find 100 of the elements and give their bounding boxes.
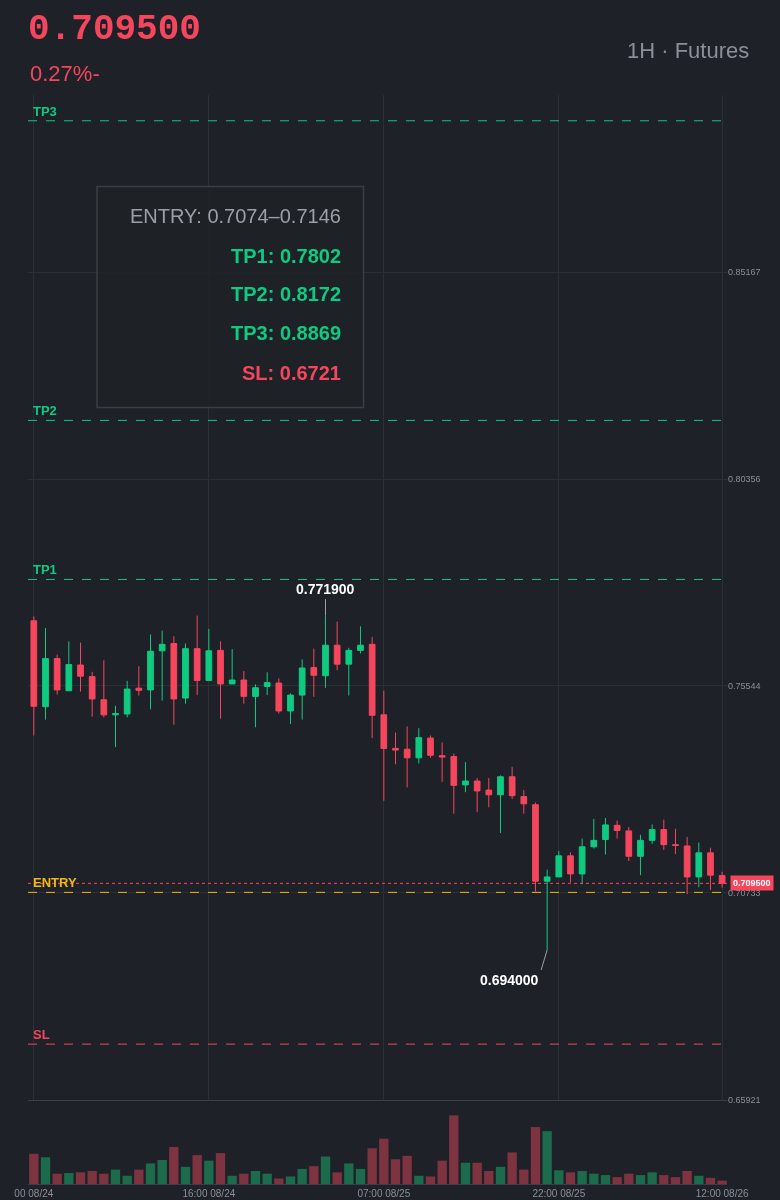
bar bbox=[157, 1159, 167, 1184]
candlestick bbox=[672, 828, 679, 855]
bar bbox=[647, 1172, 657, 1184]
candlestick bbox=[100, 659, 108, 718]
bar bbox=[379, 1138, 389, 1184]
candlestick bbox=[170, 635, 178, 726]
candlestick bbox=[660, 819, 668, 851]
candlestick bbox=[147, 633, 154, 710]
candlestick bbox=[205, 628, 213, 681]
annotation: TP3: 0.8869 bbox=[231, 322, 342, 344]
candlestick bbox=[217, 640, 224, 720]
annotation: ENTRY: 0.7074–0.7146 bbox=[130, 205, 341, 227]
bar bbox=[717, 1180, 727, 1184]
bar bbox=[565, 1172, 576, 1184]
candlestick bbox=[53, 654, 61, 696]
candlestick bbox=[287, 692, 294, 725]
candlestick bbox=[88, 671, 96, 718]
candlestick bbox=[123, 680, 131, 718]
ref-line-label: ENTRY bbox=[33, 875, 77, 890]
annotation: 0.694000 bbox=[480, 972, 539, 988]
chart-subtitle: 0.27%- bbox=[30, 61, 100, 86]
candlestick bbox=[228, 648, 236, 685]
bar bbox=[530, 1127, 541, 1184]
ref-line-label: TP3 bbox=[33, 104, 57, 119]
annotation: SL: 0.6721 bbox=[242, 362, 341, 384]
candlestick bbox=[77, 642, 84, 693]
bar bbox=[40, 1157, 51, 1184]
bar bbox=[484, 1170, 494, 1184]
bar bbox=[64, 1173, 74, 1184]
bar bbox=[659, 1175, 669, 1184]
candlestick bbox=[158, 630, 166, 702]
x-tick-label: 16:00 08/24 bbox=[182, 1188, 236, 1199]
candlestick bbox=[578, 838, 586, 885]
bar bbox=[367, 1148, 377, 1184]
candlestick bbox=[695, 842, 703, 888]
bar bbox=[542, 1131, 552, 1184]
bar bbox=[624, 1173, 634, 1184]
candlestick bbox=[613, 820, 621, 840]
bar bbox=[390, 1159, 401, 1184]
x-tick-label: 00 08/24 bbox=[14, 1188, 54, 1199]
candlestick bbox=[392, 731, 399, 765]
candlestick bbox=[543, 869, 551, 951]
candlestick bbox=[497, 774, 504, 834]
bar bbox=[215, 1153, 226, 1184]
bar bbox=[180, 1166, 191, 1184]
bar bbox=[449, 1115, 459, 1184]
candlestick bbox=[485, 777, 493, 808]
candlestick bbox=[275, 677, 283, 715]
annotation: TP1: 0.7802 bbox=[231, 245, 342, 267]
bar bbox=[309, 1166, 319, 1184]
candlestick bbox=[427, 734, 434, 759]
bar bbox=[670, 1177, 681, 1184]
ref-line-label: TP2 bbox=[33, 403, 57, 418]
y-tick-label: 0.80356 bbox=[728, 474, 761, 485]
candlestick bbox=[333, 621, 341, 671]
candlestick bbox=[310, 648, 318, 698]
x-tick-label: 12:00 08/26 bbox=[695, 1188, 749, 1199]
bar bbox=[29, 1153, 39, 1184]
bar bbox=[297, 1168, 307, 1184]
candlestick bbox=[520, 789, 528, 815]
bar bbox=[577, 1170, 587, 1184]
bar bbox=[99, 1173, 109, 1184]
candlestick bbox=[380, 690, 388, 802]
y-tick-label: 0.65921 bbox=[728, 1094, 761, 1105]
text: 1H · Futures bbox=[627, 38, 750, 63]
bar bbox=[414, 1175, 424, 1184]
bar bbox=[460, 1162, 471, 1184]
bar bbox=[87, 1170, 97, 1184]
bar bbox=[227, 1175, 237, 1184]
candlestick bbox=[345, 647, 353, 697]
candlestick bbox=[450, 753, 458, 815]
bar bbox=[75, 1172, 86, 1184]
candlestick bbox=[625, 826, 633, 862]
bar bbox=[554, 1170, 564, 1184]
bar bbox=[402, 1155, 412, 1184]
bar bbox=[122, 1175, 132, 1184]
candlestick bbox=[30, 615, 38, 736]
bar bbox=[600, 1175, 611, 1184]
bar bbox=[250, 1170, 261, 1184]
annotation: 0.771900 bbox=[296, 581, 355, 597]
chart-title: 0.709500 bbox=[28, 8, 201, 50]
bar bbox=[472, 1162, 482, 1184]
candlestick bbox=[193, 615, 201, 696]
bar bbox=[437, 1160, 447, 1184]
ref-line-label: TP1 bbox=[33, 562, 57, 577]
bar bbox=[204, 1160, 214, 1184]
bar bbox=[332, 1172, 342, 1184]
candlestick bbox=[182, 642, 189, 705]
candlestick bbox=[42, 627, 49, 721]
y-tick-label: 0.75544 bbox=[728, 681, 761, 692]
candlestick bbox=[252, 683, 259, 728]
ref-line-label: 0.709500 bbox=[733, 878, 771, 888]
candlestick bbox=[462, 761, 469, 793]
bar bbox=[425, 1176, 436, 1184]
bar bbox=[134, 1169, 144, 1184]
bar bbox=[110, 1169, 121, 1184]
candlestick bbox=[135, 665, 143, 697]
ref-line-label: SL bbox=[33, 1027, 50, 1042]
candlestick bbox=[648, 823, 656, 845]
bar bbox=[169, 1146, 179, 1184]
